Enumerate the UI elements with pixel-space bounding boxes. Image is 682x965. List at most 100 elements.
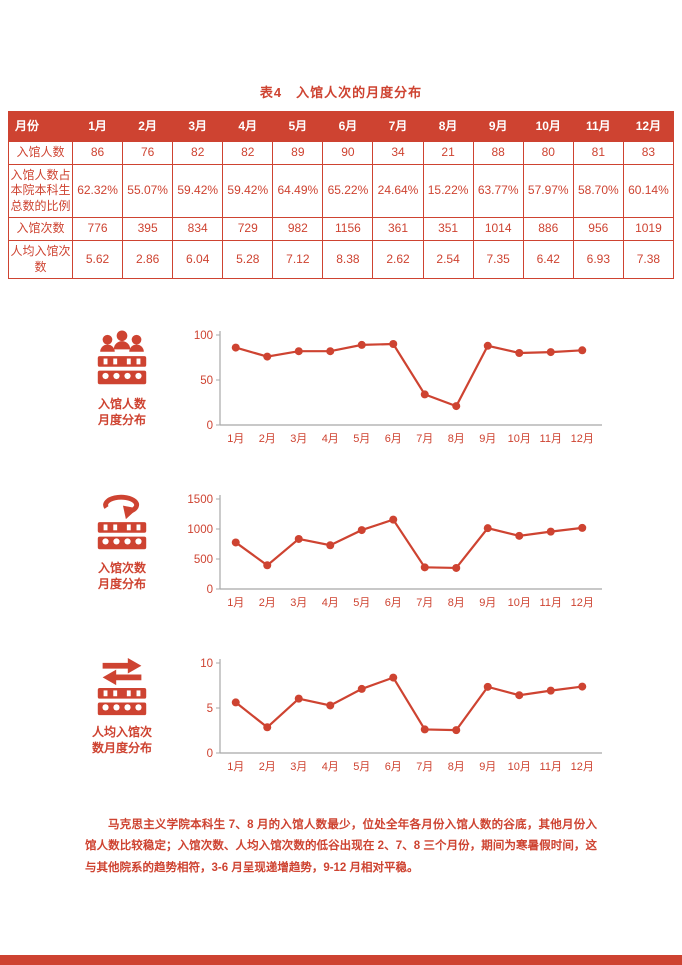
data-point [231, 698, 240, 707]
y-tick-label: 1500 [187, 494, 213, 506]
table-cell: 834 [172, 217, 224, 241]
x-tick-label: 10月 [508, 761, 531, 773]
table-header-cell: 1月 [71, 111, 124, 142]
transfer-arrows-icon [91, 657, 153, 719]
data-point [483, 341, 492, 350]
table-header-cell: 9月 [472, 111, 524, 142]
table-cell: 80 [522, 141, 574, 165]
x-tick-label: 6月 [385, 597, 402, 609]
x-tick-label: 10月 [508, 597, 531, 609]
data-point [326, 701, 335, 710]
data-point [389, 673, 398, 682]
x-tick-label: 3月 [290, 597, 307, 609]
x-tick-label: 12月 [571, 433, 594, 445]
x-tick-label: 2月 [259, 597, 276, 609]
y-tick-label: 100 [194, 330, 213, 342]
x-tick-label: 11月 [540, 597, 562, 609]
table-cell: 76 [122, 141, 174, 165]
table-cell: 5.28 [222, 239, 274, 280]
x-tick-label: 10月 [508, 433, 531, 445]
data-point [546, 348, 555, 357]
table-cell: 59.42% [222, 163, 274, 219]
x-tick-label: 7月 [416, 597, 433, 609]
chart-caption-label: 人均入馆次 数月度分布 [91, 725, 152, 756]
table-header-cell: 4月 [222, 111, 274, 142]
x-tick-label: 11月 [540, 433, 562, 445]
table-cell: 351 [422, 217, 474, 241]
data-point [357, 341, 366, 350]
data-point [546, 686, 555, 695]
data-point [294, 694, 303, 703]
chart-row-visits: 入馆次数 月度分布 0 500 1000 1500 1月 2月 3月 4月 5月 6月 7月 8月 9月… [66, 487, 682, 619]
data-point [483, 683, 492, 692]
data-point [546, 527, 555, 536]
table-cell: 6.42 [522, 239, 574, 280]
table-row: 人均入馆次数 5.62 2.86 6.04 5.28 7.12 8.38 2.62 2.54 7.… [8, 239, 675, 280]
table-row: 入馆人数占本院本科生总数的比例 62.32% 55.07% 59.42% 59.42% 6… [8, 163, 675, 219]
table-cell: 89 [272, 141, 324, 165]
table-cell: 15.22% [422, 163, 474, 219]
y-tick-label: 50 [200, 375, 213, 387]
table-cell: 24.64% [372, 163, 424, 219]
data-point [231, 538, 240, 547]
line-chart-visits: 0 500 1000 1500 1月 2月 3月 4月 5月 6月 7月 8月 9月 10月 11月 12月 [187, 494, 602, 609]
x-tick-label: 1月 [227, 761, 244, 773]
table-cell: 729 [222, 217, 274, 241]
data-point [420, 563, 429, 572]
data-point [326, 541, 335, 550]
x-tick-label: 5月 [353, 597, 370, 609]
table-cell: 6.04 [172, 239, 224, 280]
x-tick-label: 9月 [479, 597, 496, 609]
table-title: 表4 入馆人次的月度分布 [259, 85, 423, 100]
table-cell: 86 [71, 141, 124, 165]
x-tick-label: 3月 [290, 433, 307, 445]
chart-caption-label: 入馆人数 月度分布 [97, 397, 146, 428]
data-point [578, 524, 587, 533]
table-cell: 395 [122, 217, 174, 241]
charts-section: 入馆人数 月度分布 0 50 100 1月 2月 3月 4月 5月 6月 7月 8月 9月 10月 11月… [0, 323, 682, 783]
x-tick-label: 12月 [571, 597, 594, 609]
table-header-cell: 5月 [272, 111, 324, 142]
row-label: 人均入馆次数 [8, 239, 73, 280]
data-point [515, 531, 524, 540]
data-point [452, 564, 461, 573]
data-point [326, 347, 335, 356]
x-tick-label: 12月 [571, 761, 594, 773]
table-cell: 59.42% [172, 163, 224, 219]
chart-row-visitors: 入馆人数 月度分布 0 50 100 1月 2月 3月 4月 5月 6月 7月 8月 9月 10月 11月… [66, 323, 682, 455]
table-cell: 65.22% [322, 163, 374, 219]
table-cell: 2.54 [422, 239, 474, 280]
table-cell: 1019 [622, 217, 675, 241]
table-cell: 63.77% [472, 163, 524, 219]
y-tick-label: 0 [207, 584, 213, 596]
monthly-distribution-table: 月份 1月 2月 3月 4月 5月 6月 7月 8月 9月 10月 11月 12月 入馆人数 86 76 82… [8, 111, 675, 280]
data-point [420, 390, 429, 399]
row-label: 入馆人数 [8, 141, 73, 165]
table-cell: 7.38 [622, 239, 675, 280]
chart-line [235, 343, 583, 408]
table-header-row: 月份 1月 2月 3月 4月 5月 6月 7月 8月 9月 10月 11月 12月 [8, 111, 675, 142]
table-cell: 956 [572, 217, 624, 241]
cycle-arrow-icon [91, 493, 153, 555]
x-tick-label: 8月 [448, 761, 465, 773]
data-point [263, 723, 272, 732]
table-cell: 81 [572, 141, 624, 165]
x-tick-label: 9月 [479, 433, 496, 445]
y-tick-label: 5 [207, 703, 213, 715]
x-tick-label: 6月 [385, 761, 402, 773]
data-point [231, 343, 240, 352]
table-cell: 83 [622, 141, 675, 165]
y-tick-label: 10 [200, 658, 213, 670]
x-tick-label: 4月 [322, 597, 339, 609]
x-tick-label: 1月 [227, 597, 244, 609]
table-cell: 2.86 [122, 239, 174, 280]
people-group-icon [91, 329, 153, 391]
table-cell: 90 [322, 141, 374, 165]
table-cell: 5.62 [71, 239, 124, 280]
x-tick-label: 4月 [322, 761, 339, 773]
table-cell: 776 [71, 217, 124, 241]
data-point [515, 691, 524, 700]
chart-caption-label: 入馆次数 月度分布 [97, 561, 146, 592]
table-header-cell: 11月 [572, 111, 624, 142]
table-cell: 8.38 [322, 239, 374, 280]
